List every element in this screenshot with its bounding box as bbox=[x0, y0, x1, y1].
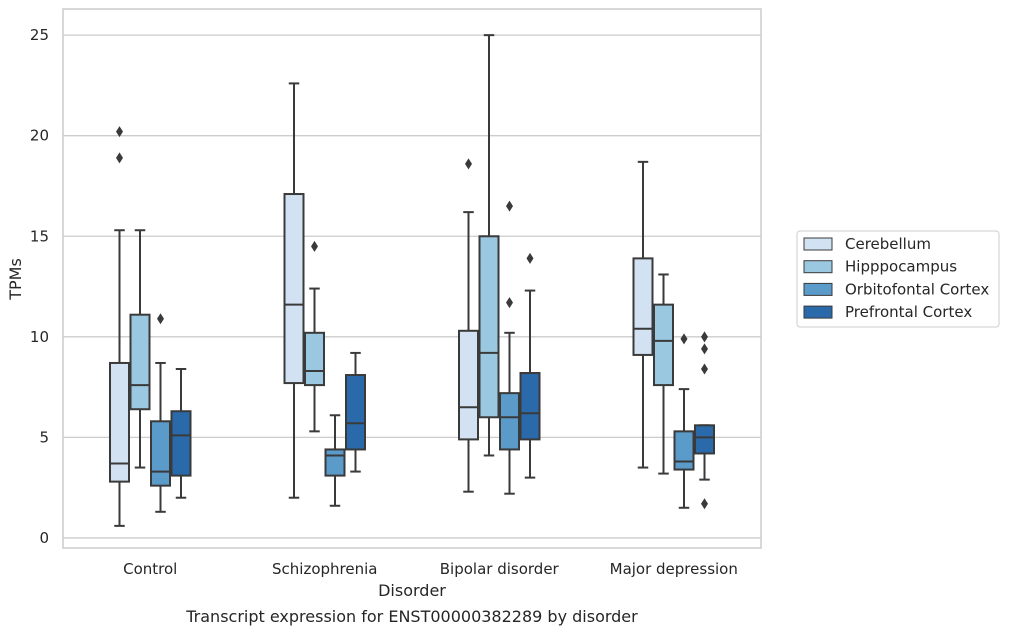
x-tick-label-major-depression: Major depression bbox=[610, 560, 738, 578]
box-iqr bbox=[170, 410, 192, 477]
box-cerebellum-3 bbox=[632, 160, 654, 469]
x-tick-label-bipolar-disorder: Bipolar disorder bbox=[440, 560, 560, 578]
box-hipppocampus-1 bbox=[304, 240, 325, 433]
box-iqr bbox=[129, 313, 151, 411]
legend-swatch-hipppocampus bbox=[803, 260, 833, 274]
y-axis-ticks: 0 5 10 15 20 25 bbox=[30, 26, 49, 547]
box-orbitofontal-cortex-0 bbox=[150, 313, 171, 513]
x-axis-ticks: Control Schizophrenia Bipolar disorder Majo… bbox=[123, 560, 738, 578]
y-tick-label-0: 0 bbox=[39, 529, 49, 547]
outlier-point bbox=[116, 126, 123, 138]
box-iqr bbox=[109, 361, 130, 483]
box-iqr bbox=[519, 372, 541, 441]
outlier-point bbox=[526, 252, 534, 264]
legend-swatch-cerebellum bbox=[803, 237, 833, 251]
y-tick-label-10: 10 bbox=[30, 328, 49, 346]
outlier-point bbox=[116, 152, 123, 164]
legend-swatch-orbitofontal-cortex bbox=[803, 282, 833, 296]
outlier-point bbox=[701, 331, 708, 343]
plot-frame bbox=[62, 8, 762, 549]
box-iqr bbox=[345, 374, 366, 451]
box-cerebellum-1 bbox=[283, 82, 305, 499]
box-iqr bbox=[150, 420, 171, 487]
legend-label-hipppocampus: Hipppocampus bbox=[845, 258, 957, 276]
x-tick-label-control: Control bbox=[123, 560, 177, 578]
box-orbitofontal-cortex-2 bbox=[499, 200, 520, 495]
y-axis-label: TPMs bbox=[6, 258, 25, 301]
legend-label-orbitofontal-cortex: Orbitofontal Cortex bbox=[845, 280, 989, 298]
box-prefrontal-cortex-1 bbox=[345, 351, 366, 473]
box-iqr bbox=[653, 303, 674, 387]
box-iqr bbox=[632, 257, 654, 356]
box-iqr bbox=[458, 329, 479, 441]
legend-label-cerebellum: Cerebellum bbox=[845, 235, 931, 253]
box-iqr bbox=[673, 430, 695, 471]
box-prefrontal-cortex-2 bbox=[519, 252, 541, 479]
legend-frame bbox=[796, 230, 1000, 328]
box-cerebellum-0 bbox=[109, 126, 130, 527]
chart-caption: Transcript expression for ENST0000038228… bbox=[185, 607, 638, 626]
outlier-point bbox=[157, 313, 164, 325]
legend-label-prefrontal-cortex: Prefrontal Cortex bbox=[845, 303, 972, 321]
y-tick-label-5: 5 bbox=[39, 428, 49, 446]
y-tick-label-15: 15 bbox=[30, 227, 49, 245]
outlier-point bbox=[701, 343, 708, 355]
y-tick-label-20: 20 bbox=[30, 127, 49, 145]
outlier-point bbox=[701, 498, 708, 510]
outlier-point bbox=[465, 158, 472, 170]
box-iqr bbox=[283, 193, 305, 385]
legend: Cerebellum Hipppocampus Orbitofontal Corte… bbox=[796, 230, 1000, 328]
box-iqr bbox=[304, 331, 325, 387]
box-prefrontal-cortex-3 bbox=[694, 331, 715, 510]
outlier-point bbox=[701, 363, 708, 375]
box-iqr bbox=[499, 392, 520, 451]
box-hipppocampus-2 bbox=[478, 34, 500, 457]
box-prefrontal-cortex-0 bbox=[170, 368, 192, 499]
outlier-point bbox=[506, 200, 513, 212]
box-orbitofontal-cortex-1 bbox=[324, 414, 346, 507]
x-tick-label-schizophrenia: Schizophrenia bbox=[272, 560, 377, 578]
x-axis-label: Disorder bbox=[378, 581, 446, 600]
box-iqr bbox=[478, 235, 500, 419]
outlier-point bbox=[311, 240, 318, 252]
box-cerebellum-2 bbox=[458, 158, 479, 493]
box-plot-area bbox=[109, 34, 715, 527]
y-tick-label-25: 25 bbox=[30, 26, 49, 44]
box-iqr bbox=[324, 448, 346, 477]
box-iqr bbox=[694, 424, 715, 455]
box-hipppocampus-0 bbox=[129, 229, 151, 469]
box-hipppocampus-3 bbox=[653, 273, 674, 475]
outlier-point bbox=[680, 333, 688, 345]
outlier-point bbox=[506, 297, 513, 309]
box-orbitofontal-cortex-3 bbox=[673, 333, 695, 509]
legend-swatch-prefrontal-cortex bbox=[803, 305, 833, 319]
